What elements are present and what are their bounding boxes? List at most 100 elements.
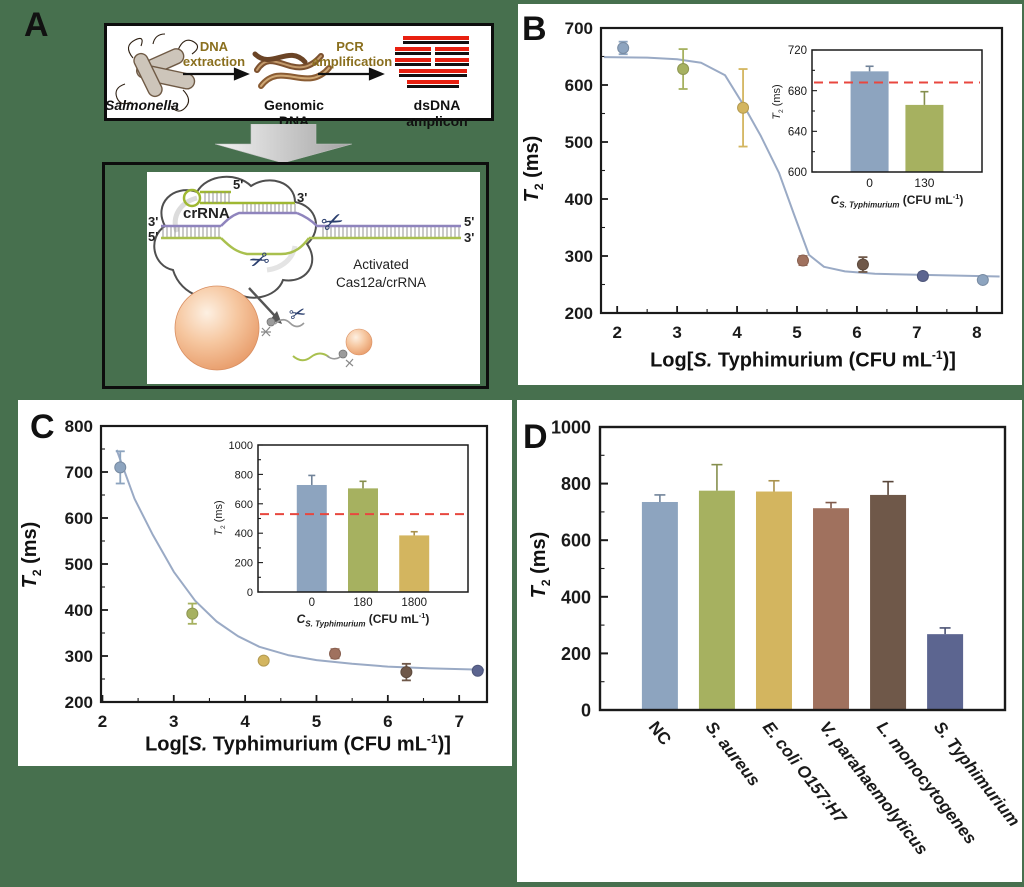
t2-units: (ms) xyxy=(528,531,550,580)
svg-text:400: 400 xyxy=(65,601,93,620)
arrow-right-icon xyxy=(318,67,385,81)
panel-d: D 0 200 400 600 800 1000 NC S. aureus E. coli O1… xyxy=(517,400,1022,882)
panel-a-label: A xyxy=(24,6,49,44)
svg-text:720: 720 xyxy=(788,45,807,57)
svg-text:200: 200 xyxy=(65,693,93,712)
base-pair-hatches xyxy=(162,192,460,237)
panel-a-cas12a-box: ✂ ✂ ✂ xyxy=(102,162,489,389)
prime-label: 3' xyxy=(297,190,308,205)
prime-label: 5' xyxy=(148,229,159,244)
x-title-post: )] xyxy=(942,349,956,372)
cas12a-illustration: ✂ ✂ ✂ xyxy=(147,172,480,384)
x-title-pre: Log[ xyxy=(145,733,189,756)
b-inset-x-title: CS. Typhimurium (CFU mL-1) xyxy=(807,192,987,209)
conc-units: (CFU mL xyxy=(899,193,953,207)
x-title-species: S. xyxy=(188,733,208,756)
x-title-pre: Log[ xyxy=(650,349,694,372)
panel-b-inset-chart: 600 640 680 720 0 130 xyxy=(788,45,983,190)
prime-label: 3' xyxy=(148,214,159,229)
large-mnp-sphere-icon xyxy=(174,285,260,371)
svg-text:5: 5 xyxy=(792,323,801,342)
panel-c-inset-chart: 0 200 400 600 800 1000 0 180 1800 xyxy=(229,440,469,609)
svg-text:640: 640 xyxy=(788,126,807,138)
c-x-axis-title: Log[S. Typhimurium (CFU mL-1)] xyxy=(138,732,458,757)
svg-text:2: 2 xyxy=(612,323,621,342)
target-dna-strands xyxy=(161,211,461,256)
x-title-exponent: -1 xyxy=(931,348,943,362)
conc-close: ) xyxy=(425,612,430,626)
svg-text:5: 5 xyxy=(312,712,321,731)
panel-b: B 200 300 400 500 600 700 2 3 4 5 6 7 8 T2 (ms) Log[… xyxy=(518,4,1022,385)
svg-text:600: 600 xyxy=(65,509,93,528)
b-inset-y-title: T2 (ms) xyxy=(771,52,785,152)
t2-units: (ms) xyxy=(521,135,543,184)
panel-c-inset: 0 200 400 600 800 1000 0 180 1800 T2 (ms) CS. Ty… xyxy=(205,435,485,640)
dna-extraction-label: DNA extraction xyxy=(182,39,246,69)
svg-text:6: 6 xyxy=(852,323,861,342)
c-y-axis-title: T2 (ms) xyxy=(19,495,45,615)
svg-text:700: 700 xyxy=(65,463,93,482)
panel-a-workflow-box: DNA extraction PCR amplification Salmone… xyxy=(104,23,494,129)
pcr-amplification-label: PCR amplification xyxy=(312,39,393,69)
dsdna-amplicon-label: dsDNA amplicon xyxy=(406,97,468,129)
svg-text:3: 3 xyxy=(169,712,178,731)
svg-text:800: 800 xyxy=(561,474,591,494)
svg-text:130: 130 xyxy=(914,176,934,190)
conc-close: ) xyxy=(959,193,964,207)
svg-text:400: 400 xyxy=(561,587,591,607)
t2-subscript: 2 xyxy=(220,525,228,529)
svg-text:600: 600 xyxy=(235,499,253,511)
svg-text:600: 600 xyxy=(788,167,807,179)
svg-text:V. parahaemolyticus: V. parahaemolyticus xyxy=(816,718,932,859)
svg-text:1000: 1000 xyxy=(551,417,591,437)
svg-text:2: 2 xyxy=(98,712,107,731)
panel-b-inset: 600 640 680 720 0 130 T2 (ms) CS. Typhimurium… xyxy=(770,38,1020,233)
panel-c-label: C xyxy=(30,408,55,446)
svg-text:4: 4 xyxy=(240,712,250,731)
conc-symbol: C xyxy=(830,193,840,207)
t2-symbol: T xyxy=(521,190,543,203)
svg-text:500: 500 xyxy=(65,555,93,574)
svg-text:800: 800 xyxy=(235,469,253,481)
probe-bead-icons xyxy=(261,317,354,368)
svg-text:200: 200 xyxy=(565,304,593,323)
svg-text:1000: 1000 xyxy=(229,440,253,452)
svg-text:0: 0 xyxy=(581,700,591,720)
scissors-icon: ✂ xyxy=(317,205,349,241)
conc-subscript: S. Typhimurium xyxy=(305,619,366,629)
svg-text:0: 0 xyxy=(866,176,873,190)
salmonella-bacteria-icon xyxy=(115,33,199,112)
t2-units: (ms) xyxy=(213,500,225,526)
svg-text:400: 400 xyxy=(565,190,593,209)
conc-units: (CFU mL xyxy=(365,612,419,626)
svg-text:300: 300 xyxy=(565,247,593,266)
salmonella-label: Salmonella xyxy=(105,97,179,113)
workflow-graphics xyxy=(115,33,469,112)
down-arrow-icon xyxy=(215,124,352,164)
svg-text:200: 200 xyxy=(235,558,253,570)
svg-text:0: 0 xyxy=(309,597,315,609)
conc-subscript: S. Typhimurium xyxy=(839,200,900,210)
svg-text:600: 600 xyxy=(565,76,593,95)
t2-symbol: T xyxy=(213,529,225,536)
c-inset-x-title: CS. Typhimurium (CFU mL-1) xyxy=(263,611,463,628)
svg-text:4: 4 xyxy=(732,323,742,342)
small-mnp-sphere-icon xyxy=(345,328,373,356)
x-title-post: )] xyxy=(437,733,451,756)
conc-symbol: C xyxy=(296,612,306,626)
arrow-right-icon xyxy=(183,67,250,81)
crrna-label: crRNA xyxy=(183,205,230,222)
svg-text:3: 3 xyxy=(672,323,681,342)
t2-symbol: T xyxy=(771,113,783,120)
panel-d-label: D xyxy=(523,418,548,456)
t2-subscript: 2 xyxy=(778,109,786,113)
svg-text:680: 680 xyxy=(788,86,807,98)
x-title-mid: Typhimurium (CFU mL xyxy=(712,349,932,372)
svg-text:7: 7 xyxy=(454,712,463,731)
cas12a-graphics: ✂ ✂ ✂ xyxy=(153,175,461,371)
b-x-axis-title: Log[S. Typhimurium (CFU mL-1)] xyxy=(643,348,963,373)
b-y-axis-title: T2 (ms) xyxy=(521,109,547,229)
panel-b-label: B xyxy=(522,10,547,48)
